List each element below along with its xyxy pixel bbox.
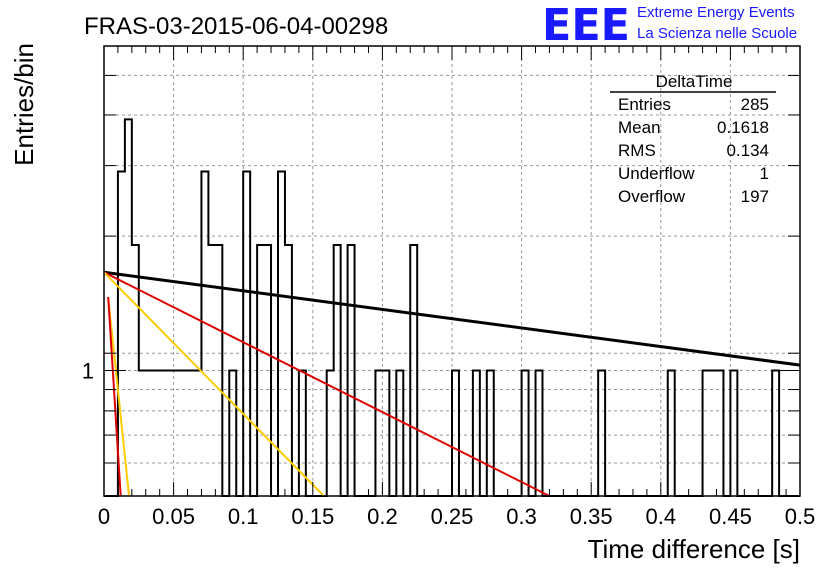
x-tick-label: 0.1 — [228, 504, 259, 529]
stats-box: DeltaTime Entries 285 Mean 0.1618 RMS 0.… — [610, 72, 776, 206]
logo-line-1: Extreme Energy Events — [637, 4, 795, 21]
stats-value-entries: 285 — [741, 95, 769, 114]
run-title: FRAS-03-2015-06-04-00298 — [84, 13, 388, 40]
stats-label-rms: RMS — [618, 141, 656, 160]
stats-value-underflow: 1 — [760, 164, 769, 183]
x-tick-label: 0.5 — [785, 504, 816, 529]
axis-ticks: 0 0.05 0.1 0.15 0.2 0.25 0.3 0.35 0.4 0.45 0.5 1 — [82, 46, 816, 529]
x-tick-label: 0.3 — [506, 504, 537, 529]
y-axis-label: Entries/bin — [9, 43, 39, 166]
y-tick-label: 1 — [82, 358, 94, 383]
stats-label-mean: Mean — [618, 118, 661, 137]
x-tick-label: 0.15 — [291, 504, 334, 529]
stats-value-mean: 0.1618 — [717, 118, 769, 137]
x-tick-label: 0.45 — [709, 504, 752, 529]
fit-line — [107, 296, 122, 497]
stats-title: DeltaTime — [656, 72, 733, 91]
x-tick-label: 0.35 — [570, 504, 613, 529]
x-tick-label: 0.05 — [152, 504, 195, 529]
fit-line — [103, 271, 325, 497]
x-axis-label: Time difference [s] — [588, 534, 800, 564]
stats-value-rms: 0.134 — [726, 141, 769, 160]
fit-line — [103, 270, 801, 367]
histogram-bars — [104, 118, 800, 497]
stats-label-overflow: Overflow — [618, 187, 686, 206]
x-tick-label: 0.2 — [367, 504, 398, 529]
logo-letters: EEE — [542, 0, 630, 51]
eee-logo: EEE Extreme Energy Events La Scienza nel… — [542, 0, 797, 51]
fit-lines — [103, 270, 801, 497]
stats-label-underflow: Underflow — [618, 164, 695, 183]
logo-line-2: La Scienza nelle Scuole — [637, 25, 797, 42]
fit-line — [107, 296, 131, 497]
x-tick-label: 0.25 — [431, 504, 474, 529]
fit-line — [103, 271, 550, 497]
histogram-outline — [104, 118, 800, 497]
stats-value-overflow: 197 — [741, 187, 769, 206]
x-tick-label: 0.4 — [646, 504, 677, 529]
x-tick-label: 0 — [98, 504, 110, 529]
stats-label-entries: Entries — [618, 95, 671, 114]
